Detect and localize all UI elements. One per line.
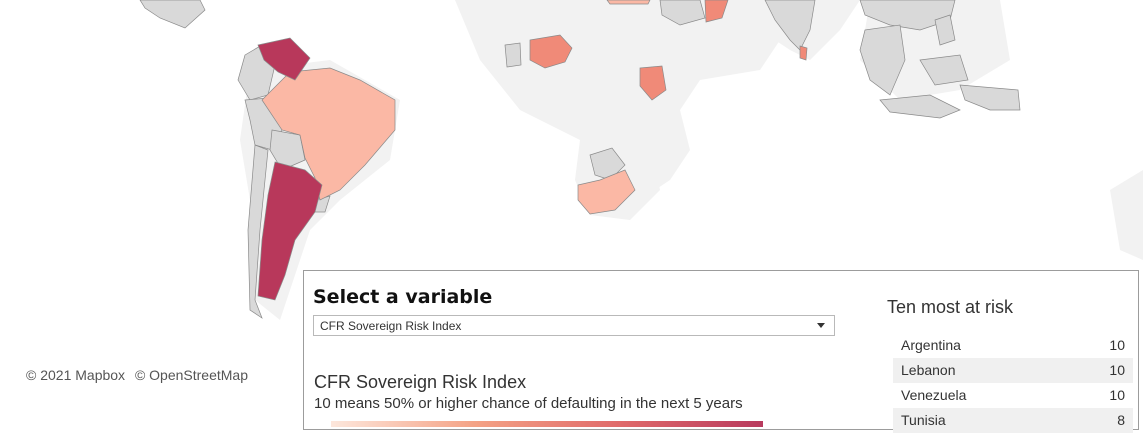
risk-score: 10 (1109, 337, 1125, 353)
country-indonesia-a (879, 94, 961, 119)
country-china (859, 0, 956, 31)
country-southeast-asia (859, 24, 906, 96)
chevron-down-icon[interactable] (817, 323, 825, 328)
country-egypt-area (606, 0, 651, 5)
table-row[interactable]: Venezuela 10 (893, 383, 1133, 408)
country-philippines (934, 14, 956, 46)
country-nigeria (529, 34, 573, 69)
country-brazil (261, 67, 396, 201)
risk-score: 10 (1109, 362, 1125, 378)
table-row[interactable]: Argentina 10 (893, 333, 1133, 358)
country-ghana (504, 42, 522, 68)
risk-score: 10 (1109, 387, 1125, 403)
risk-table: Argentina 10 Lebanon 10 Venezuela 10 Tun… (893, 333, 1133, 433)
country-name: Tunisia (901, 412, 946, 428)
country-indonesia-b (959, 84, 1021, 111)
country-bolivia (269, 129, 306, 171)
country-kenya (639, 65, 667, 101)
table-row[interactable]: Lebanon 10 (893, 358, 1133, 383)
country-venezuela (257, 37, 311, 81)
select-variable-title: Select a variable (313, 286, 493, 308)
country-name: Lebanon (901, 362, 956, 378)
info-panel: Select a variable CFR Sovereign Risk Ind… (303, 270, 1139, 433)
mapbox-credit[interactable]: © 2021 Mapbox (26, 367, 126, 383)
map-credits: © 2021 Mapbox © OpenStreetMap (26, 367, 254, 383)
color-legend-bar (331, 421, 763, 427)
country-name: Argentina (901, 337, 961, 353)
land-australia-edge (1110, 170, 1143, 260)
country-ethiopia-area (704, 0, 729, 23)
risk-list-title: Ten most at risk (887, 297, 1014, 317)
country-libya-region (659, 0, 706, 26)
country-indonesia-c (919, 54, 969, 86)
variable-select[interactable]: CFR Sovereign Risk Index (313, 315, 835, 336)
country-sri-lanka (799, 45, 808, 61)
country-chile (247, 144, 269, 319)
risk-score: 8 (1117, 412, 1125, 428)
openstreetmap-credit[interactable]: © OpenStreetMap (134, 367, 248, 383)
country-name: Venezuela (901, 387, 967, 403)
variable-select-value: CFR Sovereign Risk Index (320, 319, 462, 333)
index-subtitle: 10 means 50% or higher chance of default… (314, 395, 743, 412)
country-zimbabwe (589, 147, 626, 181)
index-title: CFR Sovereign Risk Index (314, 372, 527, 392)
table-row[interactable]: Tunisia 8 (893, 408, 1133, 433)
world-map[interactable] (0, 0, 1143, 423)
country-argentina (257, 161, 323, 301)
country-mexico (139, 0, 206, 29)
country-south-africa (577, 169, 636, 215)
